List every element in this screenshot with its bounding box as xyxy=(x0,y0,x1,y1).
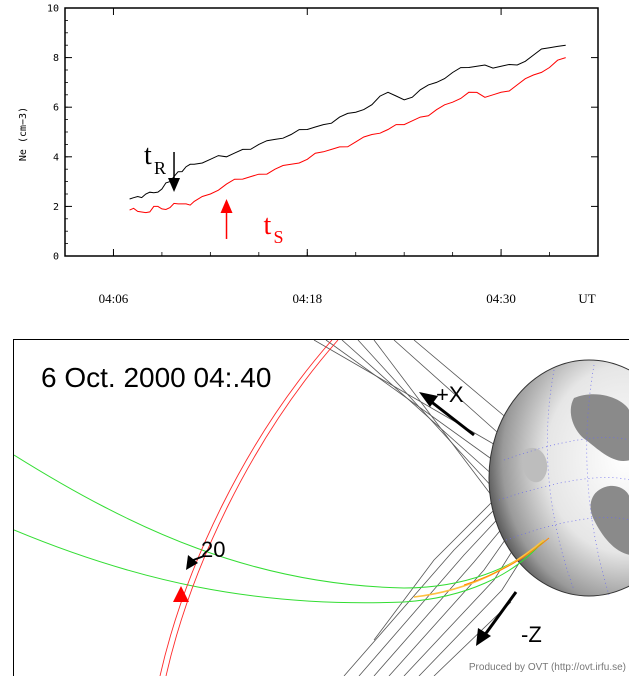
z-axis-arrow-shaft xyxy=(482,591,518,637)
series-lines xyxy=(129,44,566,214)
continent-shape xyxy=(522,447,548,483)
annotation-arrow-head xyxy=(220,198,233,213)
field-lines xyxy=(14,454,550,604)
y-tick-label: 10 xyxy=(47,4,59,15)
x-tick-label: 04:30 xyxy=(486,291,516,306)
red-position-marker xyxy=(173,586,189,602)
orbit-panel-title: 6 Oct. 2000 04:.40 xyxy=(41,362,271,393)
y-tick-label: 4 xyxy=(53,152,59,163)
earth-globe xyxy=(488,359,629,597)
black-position-marker xyxy=(186,555,198,570)
annotation-subscript: S xyxy=(274,227,284,247)
y-tick-label: 2 xyxy=(53,202,59,213)
orbit-view: 20 +X -Z 6 Oct. 2000 04:.40 Produced by … xyxy=(14,340,629,676)
orbit-time-marker-label: 20 xyxy=(201,537,225,562)
annotation-subscript: R xyxy=(154,158,166,178)
software-credit: Produced by OVT (http://ovt.irfu.se) xyxy=(469,662,626,673)
x-axis-direction-label: +X xyxy=(436,382,464,407)
plot-frame xyxy=(64,7,599,257)
y-axis-label: Ne (cm−3) xyxy=(18,107,29,161)
annotation-label: t xyxy=(144,140,152,171)
y-tick-label: 0 xyxy=(53,252,59,263)
x-tick-label: 04:18 xyxy=(292,291,322,306)
z-axis-arrow-icon xyxy=(476,628,491,646)
annotation-label: t xyxy=(264,210,272,241)
x-axis-arrow-icon xyxy=(419,392,438,407)
z-axis-direction-label: -Z xyxy=(521,622,542,647)
y-axis: 0 2 4 6 8 10 xyxy=(47,4,598,263)
y-tick-label: 6 xyxy=(53,103,59,114)
annotation-arrow-head xyxy=(168,178,181,192)
x-axis: 04:06 04:18 04:30 UT xyxy=(64,8,599,306)
event-annotations: t Rt S xyxy=(144,140,284,247)
spacecraft-orbit xyxy=(159,340,339,676)
x-unit-label: UT xyxy=(578,291,595,306)
series-line xyxy=(129,57,566,214)
x-tick-label: 04:06 xyxy=(99,291,129,306)
magnetosphere-lines xyxy=(313,340,522,676)
continent-shape xyxy=(570,394,629,461)
orbit-panel: 20 +X -Z 6 Oct. 2000 04:.40 Produced by … xyxy=(13,339,629,676)
y-tick-label: 8 xyxy=(53,53,59,64)
x-axis-arrow-shaft xyxy=(428,398,475,437)
continent-shape xyxy=(590,485,629,555)
series-line xyxy=(129,44,566,200)
black-marker-stem xyxy=(187,555,205,563)
